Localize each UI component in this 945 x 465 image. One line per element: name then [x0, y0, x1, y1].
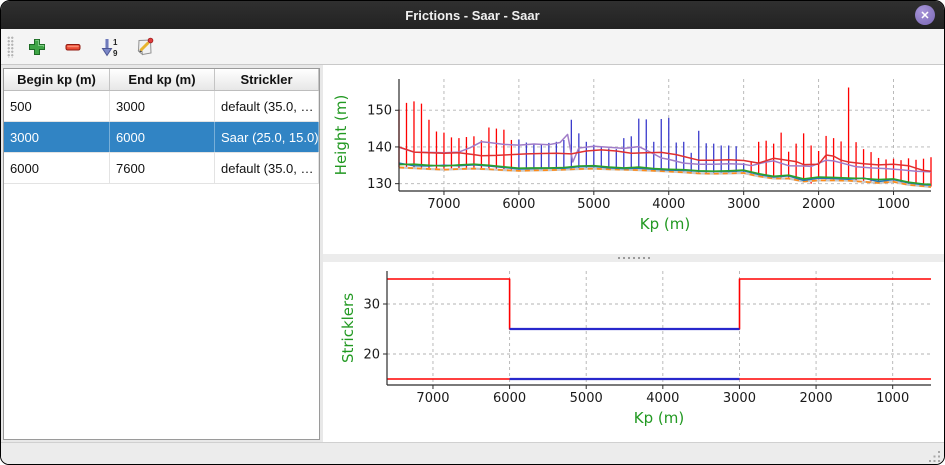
remove-row-button[interactable] [60, 34, 86, 60]
horizontal-splitter[interactable] [323, 254, 944, 262]
close-icon: ✕ [920, 9, 930, 22]
svg-text:5000: 5000 [577, 197, 610, 212]
chart-canvas: 7000 6000 5000 4000 3000 2000 1000 130 140 150 Kp … [332, 79, 932, 233]
svg-text:1: 1 [113, 38, 118, 47]
svg-text:2000: 2000 [802, 197, 835, 212]
table-cell-begin[interactable]: 6000 [4, 153, 110, 183]
y-axis-label: Stricklers [339, 293, 357, 363]
table-cell-end[interactable]: 6000 [110, 122, 215, 152]
svg-text:7000: 7000 [427, 197, 460, 212]
friction-table-body: 500 3000 default (35.0, … 3000 6000 Saar (25.… [4, 91, 319, 184]
svg-text:3000: 3000 [723, 391, 756, 406]
table-row[interactable]: 500 3000 default (35.0, … [4, 91, 319, 122]
plus-icon [29, 38, 45, 55]
close-button[interactable]: ✕ [915, 5, 935, 25]
table-cell-end[interactable]: 7600 [110, 153, 215, 183]
series-red-line [398, 146, 932, 172]
vertical-splitter[interactable] [320, 65, 323, 442]
stricklers-chart: 7000 6000 5000 4000 3000 2000 1000 20 30 Kp (m) St… [323, 262, 944, 442]
axes [386, 271, 931, 386]
column-header-begin-kp[interactable]: Begin kp (m) [4, 69, 110, 90]
window-title: Frictions - Saar - Saar [405, 7, 540, 23]
column-header-strickler[interactable]: Strickler [215, 69, 319, 90]
svg-text:30: 30 [363, 298, 380, 313]
svg-text:20: 20 [363, 348, 380, 363]
table-cell-strickler[interactable]: Saar (25.0, 15.0) [215, 122, 319, 152]
toolbar: 1 9 [1, 29, 944, 65]
minus-icon [65, 43, 81, 50]
table-cell-strickler[interactable]: default (35.0, … [215, 153, 319, 183]
toolbar-drag-handle[interactable] [7, 35, 14, 58]
svg-text:130: 130 [367, 177, 392, 192]
status-bar [1, 442, 944, 464]
height-profile-chart: 7000 6000 5000 4000 3000 2000 1000 130 140 150 Kp … [323, 65, 944, 254]
resize-grip-icon[interactable] [928, 450, 941, 463]
svg-text:7000: 7000 [416, 391, 449, 406]
table-cell-begin[interactable]: 500 [4, 91, 110, 121]
svg-text:9: 9 [113, 49, 118, 58]
grid [399, 79, 931, 191]
column-header-end-kp[interactable]: End kp (m) [110, 69, 215, 90]
svg-text:4000: 4000 [646, 391, 679, 406]
y-tick-labels: 130 140 150 [367, 104, 399, 192]
table-cell-begin[interactable]: 3000 [4, 122, 110, 152]
svg-text:5000: 5000 [570, 391, 603, 406]
table-row[interactable]: 3000 6000 Saar (25.0, 15.0) [4, 122, 319, 153]
axes [398, 79, 931, 192]
table-cell-strickler[interactable]: default (35.0, … [215, 91, 319, 121]
svg-text:1000: 1000 [876, 391, 909, 406]
svg-text:3000: 3000 [727, 197, 760, 212]
table-cell-end[interactable]: 3000 [110, 91, 215, 121]
svg-text:6000: 6000 [502, 197, 535, 212]
frictions-table: Begin kp (m) End kp (m) Strickler 500 300… [3, 68, 320, 440]
main-area: Begin kp (m) End kp (m) Strickler 500 300… [1, 65, 944, 442]
svg-text:150: 150 [367, 104, 392, 119]
table-header: Begin kp (m) End kp (m) Strickler [4, 69, 319, 91]
add-row-button[interactable] [24, 34, 50, 60]
x-axis-label: Kp (m) [634, 409, 684, 427]
edit-friction-button[interactable] [132, 34, 158, 60]
svg-text:6000: 6000 [493, 391, 526, 406]
edit-icon [137, 37, 154, 56]
table-row[interactable]: 6000 7600 default (35.0, … [4, 153, 319, 184]
svg-text:1000: 1000 [877, 197, 910, 212]
series-bottom-orange-dashed [398, 166, 932, 188]
svg-text:4000: 4000 [652, 197, 685, 212]
svg-text:2000: 2000 [800, 391, 833, 406]
x-tick-labels: 7000 6000 5000 4000 3000 2000 1000 [416, 385, 909, 406]
series-purple-line [398, 133, 932, 173]
x-tick-labels: 7000 6000 5000 4000 3000 2000 1000 [427, 191, 910, 212]
svg-text:140: 140 [367, 140, 392, 155]
series-green-line [398, 163, 932, 186]
title-bar[interactable]: Frictions - Saar - Saar ✕ [1, 1, 944, 29]
x-axis-label: Kp (m) [640, 215, 690, 233]
charts-panel: 7000 6000 5000 4000 3000 2000 1000 130 140 150 Kp … [323, 65, 944, 442]
y-axis-label: Height (m) [332, 95, 350, 176]
sort-numeric-icon: 1 9 [101, 38, 118, 58]
sort-rows-button[interactable]: 1 9 [96, 34, 122, 60]
